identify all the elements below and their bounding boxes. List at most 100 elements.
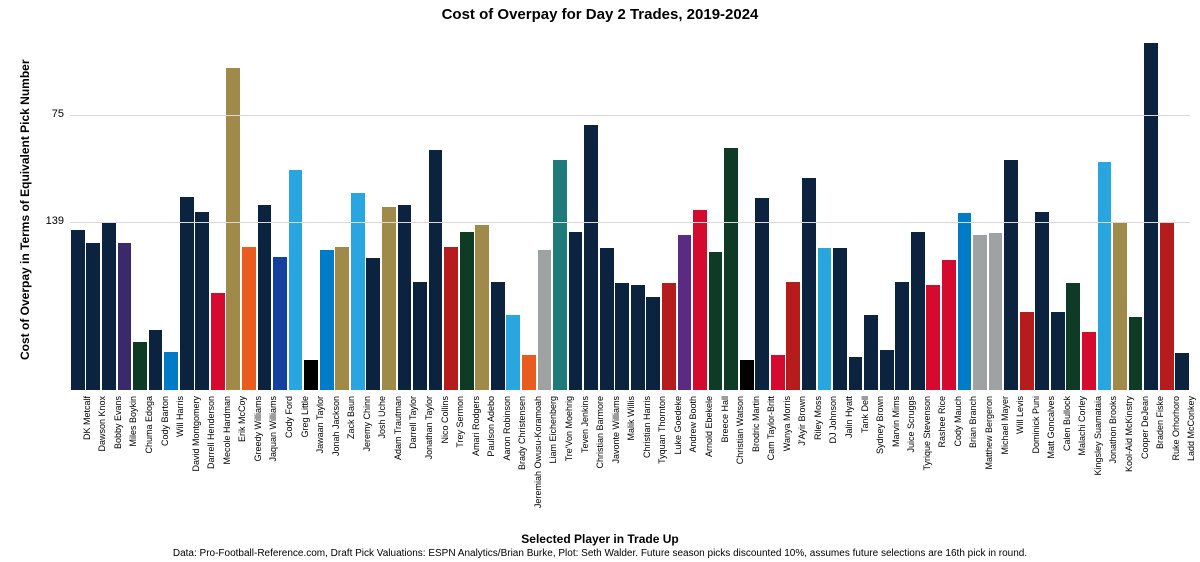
bars-layer — [70, 30, 1190, 390]
bar — [911, 232, 925, 390]
x-tick-label: Tyrique Stevenson — [922, 396, 932, 536]
x-tick-label: Cooper DeJean — [1140, 396, 1150, 536]
x-tick-label: J'Ayir Brown — [797, 396, 807, 536]
bar — [180, 197, 194, 390]
bar — [771, 355, 785, 390]
bar — [740, 360, 754, 390]
bar — [1082, 332, 1096, 390]
x-tick-label: Cody Ford — [284, 396, 294, 536]
x-tick-label: Javonte Williams — [611, 396, 621, 536]
x-tick-label: Mecole Hardman — [222, 396, 232, 536]
x-tick-label: Greedy Williams — [253, 396, 263, 536]
x-tick-label: Will Levis — [1015, 396, 1025, 536]
x-tick-label: Sydney Brown — [875, 396, 885, 536]
bar — [1066, 283, 1080, 390]
bar — [506, 315, 520, 390]
x-tick-label: Christian Barmore — [595, 396, 605, 536]
x-tick-label: Malachi Corley — [1077, 396, 1087, 536]
bar — [802, 178, 816, 390]
bar — [958, 213, 972, 390]
bar — [1129, 317, 1143, 390]
x-tick-label: Rashee Rice — [937, 396, 947, 536]
x-tick-labels: DK Metcalf Dawson Knox Bobby Evans Miles Bo… — [70, 396, 1190, 536]
x-tick-label: Jaquan Williams — [268, 396, 278, 536]
bar — [1175, 353, 1189, 390]
plot-area — [70, 30, 1190, 390]
x-tick-label: Tank Dell — [860, 396, 870, 536]
x-tick-label: Christian Harris — [642, 396, 652, 536]
x-tick-label: Dominick Puni — [1031, 396, 1041, 536]
x-tick-label: Arnold Ebekele — [704, 396, 714, 536]
bar — [242, 247, 256, 390]
bar — [1020, 312, 1034, 390]
x-tick-label: Amari Rodgers — [471, 396, 481, 536]
x-tick-label: Ruke Orhorhoro — [1171, 396, 1181, 536]
x-tick-label: Kingsley Suamataia — [1093, 396, 1103, 536]
x-tick-label: Dawson Knox — [97, 396, 107, 536]
bar — [880, 350, 894, 390]
x-tick-label: Cody Barton — [160, 396, 170, 536]
x-tick-label: Paulson Adebo — [486, 396, 496, 536]
bar — [491, 282, 505, 390]
x-tick-label: Jalin Hyatt — [844, 396, 854, 536]
x-tick-label: Josh Uche — [377, 396, 387, 536]
bar — [211, 293, 225, 390]
bar — [304, 360, 318, 390]
y-tick-label: 139 — [30, 215, 64, 227]
x-tick-label: Jonathon Brooks — [1108, 396, 1118, 536]
grid-line — [70, 222, 1190, 223]
x-tick-label: Matt Goncalves — [1046, 396, 1056, 536]
bar — [895, 282, 909, 390]
x-tick-label: Andrew Booth — [688, 396, 698, 536]
y-tick-label: 75 — [30, 108, 64, 120]
x-tick-label: Liam Eichenberg — [548, 396, 558, 536]
bar — [71, 230, 85, 390]
x-tick-label: Will Harris — [175, 396, 185, 536]
bar — [226, 68, 240, 390]
bar — [273, 257, 287, 390]
bar — [258, 205, 272, 390]
x-tick-label: Adam Trautman — [393, 396, 403, 536]
bar — [833, 248, 847, 390]
x-tick-label: Brady Christensen — [517, 396, 527, 536]
bar — [1051, 312, 1065, 390]
chart-title: Cost of Overpay for Day 2 Trades, 2019-2… — [0, 6, 1200, 23]
x-tick-label: Bobby Evans — [113, 396, 123, 536]
x-tick-label: Nico Collins — [440, 396, 450, 536]
x-tick-label: Matthew Bergeron — [984, 396, 994, 536]
bar — [398, 205, 412, 390]
x-tick-label: Luke Goedeke — [673, 396, 683, 536]
bar — [678, 235, 692, 390]
x-tick-label: Darrell Taylor — [408, 396, 418, 536]
x-tick-label: Riley Moss — [813, 396, 823, 536]
bar — [413, 282, 427, 390]
bar — [102, 222, 116, 390]
bar — [149, 330, 163, 390]
x-tick-label: Tyquan Thornton — [657, 396, 667, 536]
bar — [755, 198, 769, 390]
x-tick-label: Cody Mauch — [953, 396, 963, 536]
bar — [615, 283, 629, 390]
bar — [709, 252, 723, 390]
x-tick-label: DK Metcalf — [82, 396, 92, 536]
x-tick-label: Juice Scruggs — [906, 396, 916, 536]
bar — [444, 247, 458, 390]
x-tick-label: Miles Boykin — [128, 396, 138, 536]
x-tick-label: Zack Baun — [346, 396, 356, 536]
bar — [475, 225, 489, 390]
bar — [195, 212, 209, 390]
bar — [942, 260, 956, 390]
x-tick-label: Kool-Aid McKinstry — [1124, 396, 1134, 536]
x-tick-label: Chuma Edoga — [144, 396, 154, 536]
x-tick-label: Cam Taylor-Britt — [766, 396, 776, 536]
bar — [538, 250, 552, 390]
x-tick-label: Greg Little — [300, 396, 310, 536]
bar — [1160, 223, 1174, 390]
bar — [1144, 43, 1158, 390]
bar — [320, 250, 334, 390]
bar — [646, 297, 660, 390]
bar — [600, 248, 614, 390]
x-tick-label: Aaron Robinson — [502, 396, 512, 536]
bar — [989, 233, 1003, 390]
bar — [1035, 212, 1049, 390]
